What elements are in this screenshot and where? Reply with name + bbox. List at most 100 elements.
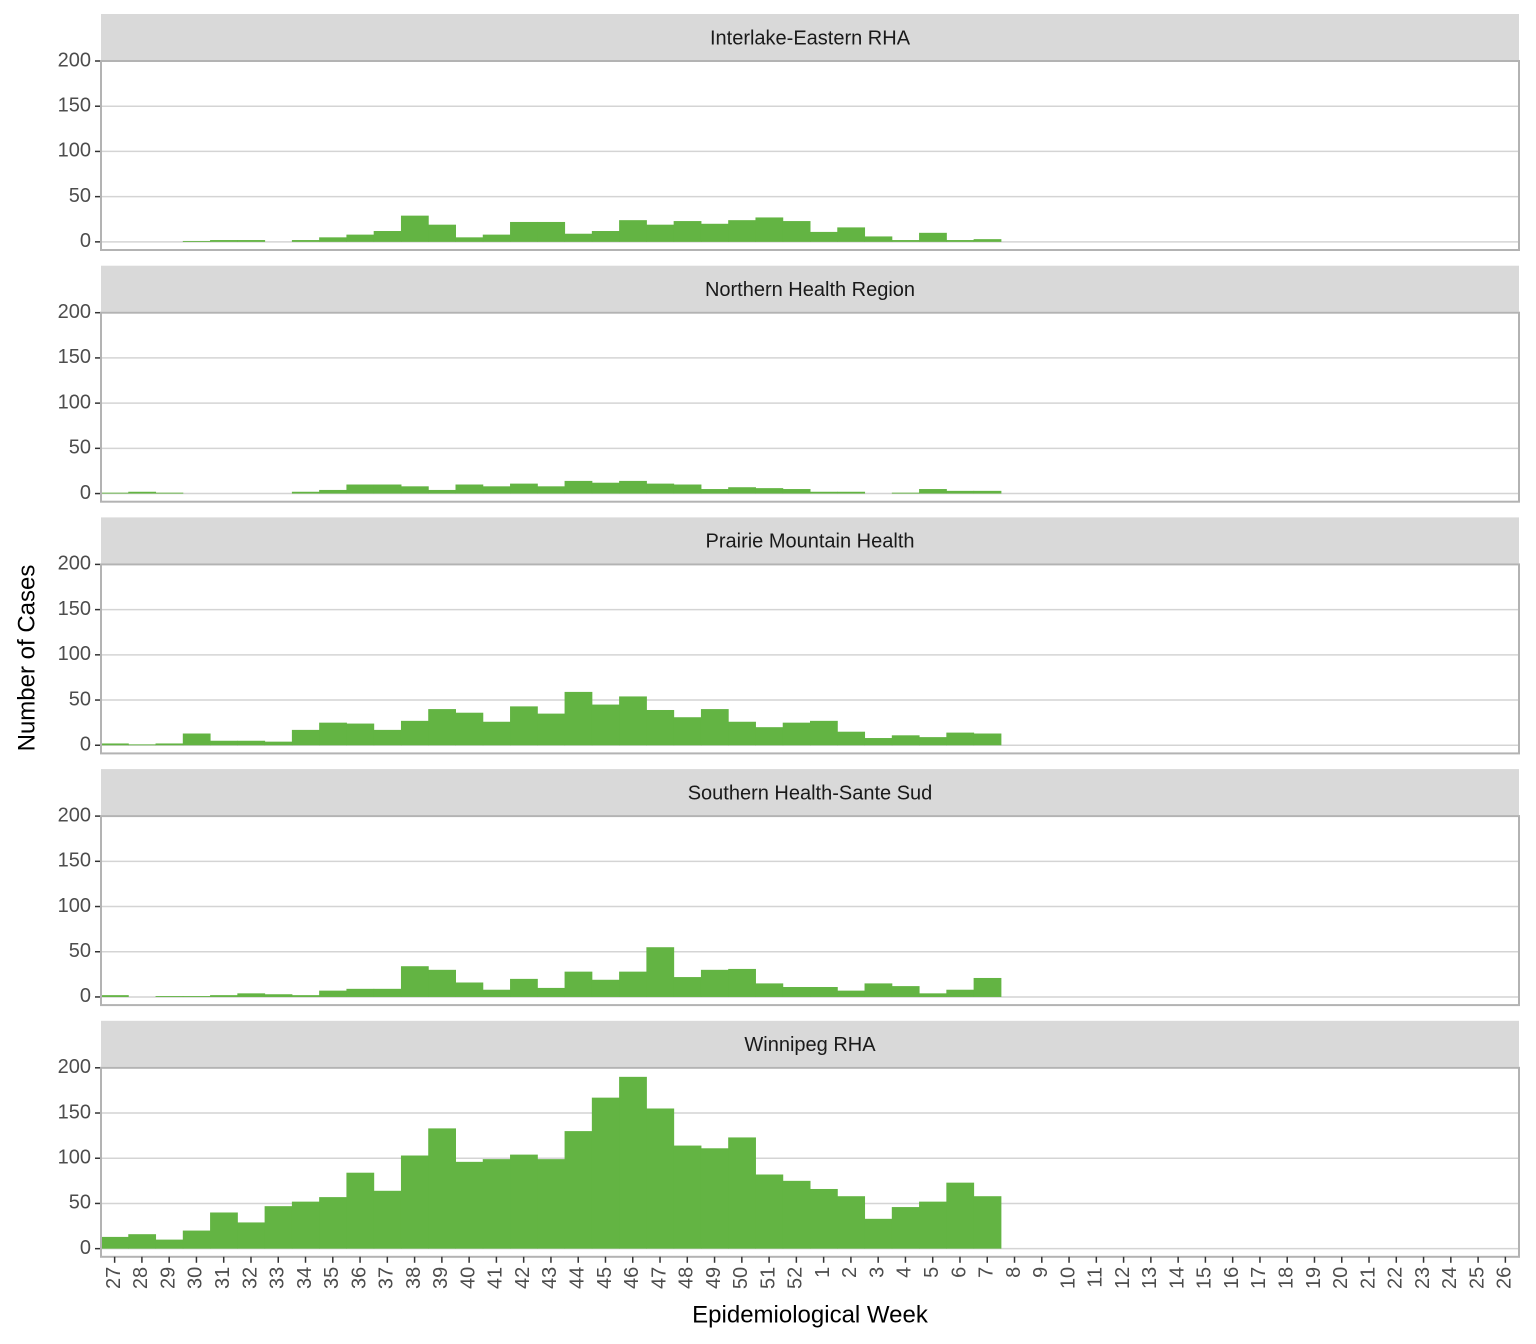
bar [782,987,811,997]
x-tick-label: 39 [430,1267,452,1289]
x-tick-label: 2 [839,1267,861,1278]
y-tick-label: 50 [69,688,91,710]
x-tick-label: 38 [403,1267,425,1289]
bar [237,740,266,746]
bar [510,706,538,746]
bar [946,732,975,746]
panel-border [100,60,1520,251]
bar [400,486,429,494]
bar [891,240,920,242]
bar [646,224,675,242]
bar [591,979,620,997]
bar [346,484,375,494]
bar [210,740,238,746]
bar [510,483,538,494]
bar [946,240,975,242]
bar [537,1159,566,1249]
bar [101,995,129,997]
bar [155,743,184,746]
bar [155,1239,184,1249]
x-tick-label: 12 [1112,1267,1134,1289]
strip [101,769,1519,816]
x-tick-label: 1 [812,1267,834,1278]
strip [101,265,1519,312]
bar [510,978,538,997]
bar [564,1131,593,1249]
x-tick-label: 25 [1466,1267,1488,1289]
bar [619,696,647,746]
bar [946,490,975,494]
y-tick-label: 150 [58,850,91,872]
bar [782,489,811,494]
x-tick-label: 16 [1221,1267,1243,1289]
bar [128,1234,157,1249]
bar [564,233,593,242]
x-tick-label: 5 [921,1267,943,1278]
bar [755,727,784,746]
x-tick-label: 47 [648,1267,670,1289]
y-tick-label: 0 [80,1237,91,1259]
bar [973,490,1002,494]
bar [510,221,538,242]
x-tick-label: 14 [1166,1267,1188,1289]
bar [619,1076,647,1249]
bar [182,1230,211,1249]
bar [537,221,566,242]
bar [810,987,838,997]
bar [400,1155,429,1249]
x-tick-label: 41 [485,1267,507,1289]
bar [728,220,756,242]
y-tick-label: 100 [58,391,91,413]
bar [155,492,184,494]
bar [319,990,347,997]
bar [482,721,511,746]
bar [373,729,402,746]
bar [755,488,784,494]
bar [373,988,402,997]
y-tick-label: 150 [58,94,91,116]
x-tick-label: 29 [157,1267,179,1289]
bar [400,720,429,746]
x-tick-label: 7 [976,1267,998,1278]
bar [564,691,593,746]
bar [537,987,566,997]
y-tick-label: 100 [58,1147,91,1169]
x-tick-label: 44 [566,1267,588,1289]
bar [428,224,456,242]
bar [128,744,157,746]
bar [428,969,456,997]
x-tick-label: 20 [1330,1267,1352,1289]
bar [373,231,402,242]
bar [537,486,566,494]
x-tick-label: 49 [703,1267,725,1289]
bar [210,1212,238,1249]
bar [155,996,184,997]
x-tick-label: 19 [1303,1267,1325,1289]
bar [837,491,866,494]
strip [101,14,1519,60]
bar [346,723,375,746]
y-tick-label: 100 [58,895,91,917]
bar [591,704,620,746]
bar [619,480,647,494]
bar [291,995,320,997]
bar [237,240,266,242]
bar [755,983,784,997]
bar [919,993,947,997]
bar [700,489,729,494]
bar [919,1201,947,1249]
bar [400,966,429,997]
y-tick-label: 50 [69,1192,91,1214]
y-tick-label: 150 [58,1101,91,1123]
bar [837,990,866,997]
x-tick-label: 28 [130,1267,152,1289]
bar [319,489,347,494]
y-tick-label: 200 [58,1056,91,1078]
x-tick-label: 46 [621,1267,643,1289]
bar [455,237,484,242]
bar [264,994,293,997]
facet-title: Interlake-Eastern RHA [710,27,911,49]
bar [673,977,702,997]
bar [482,1159,511,1249]
bar [564,971,593,997]
